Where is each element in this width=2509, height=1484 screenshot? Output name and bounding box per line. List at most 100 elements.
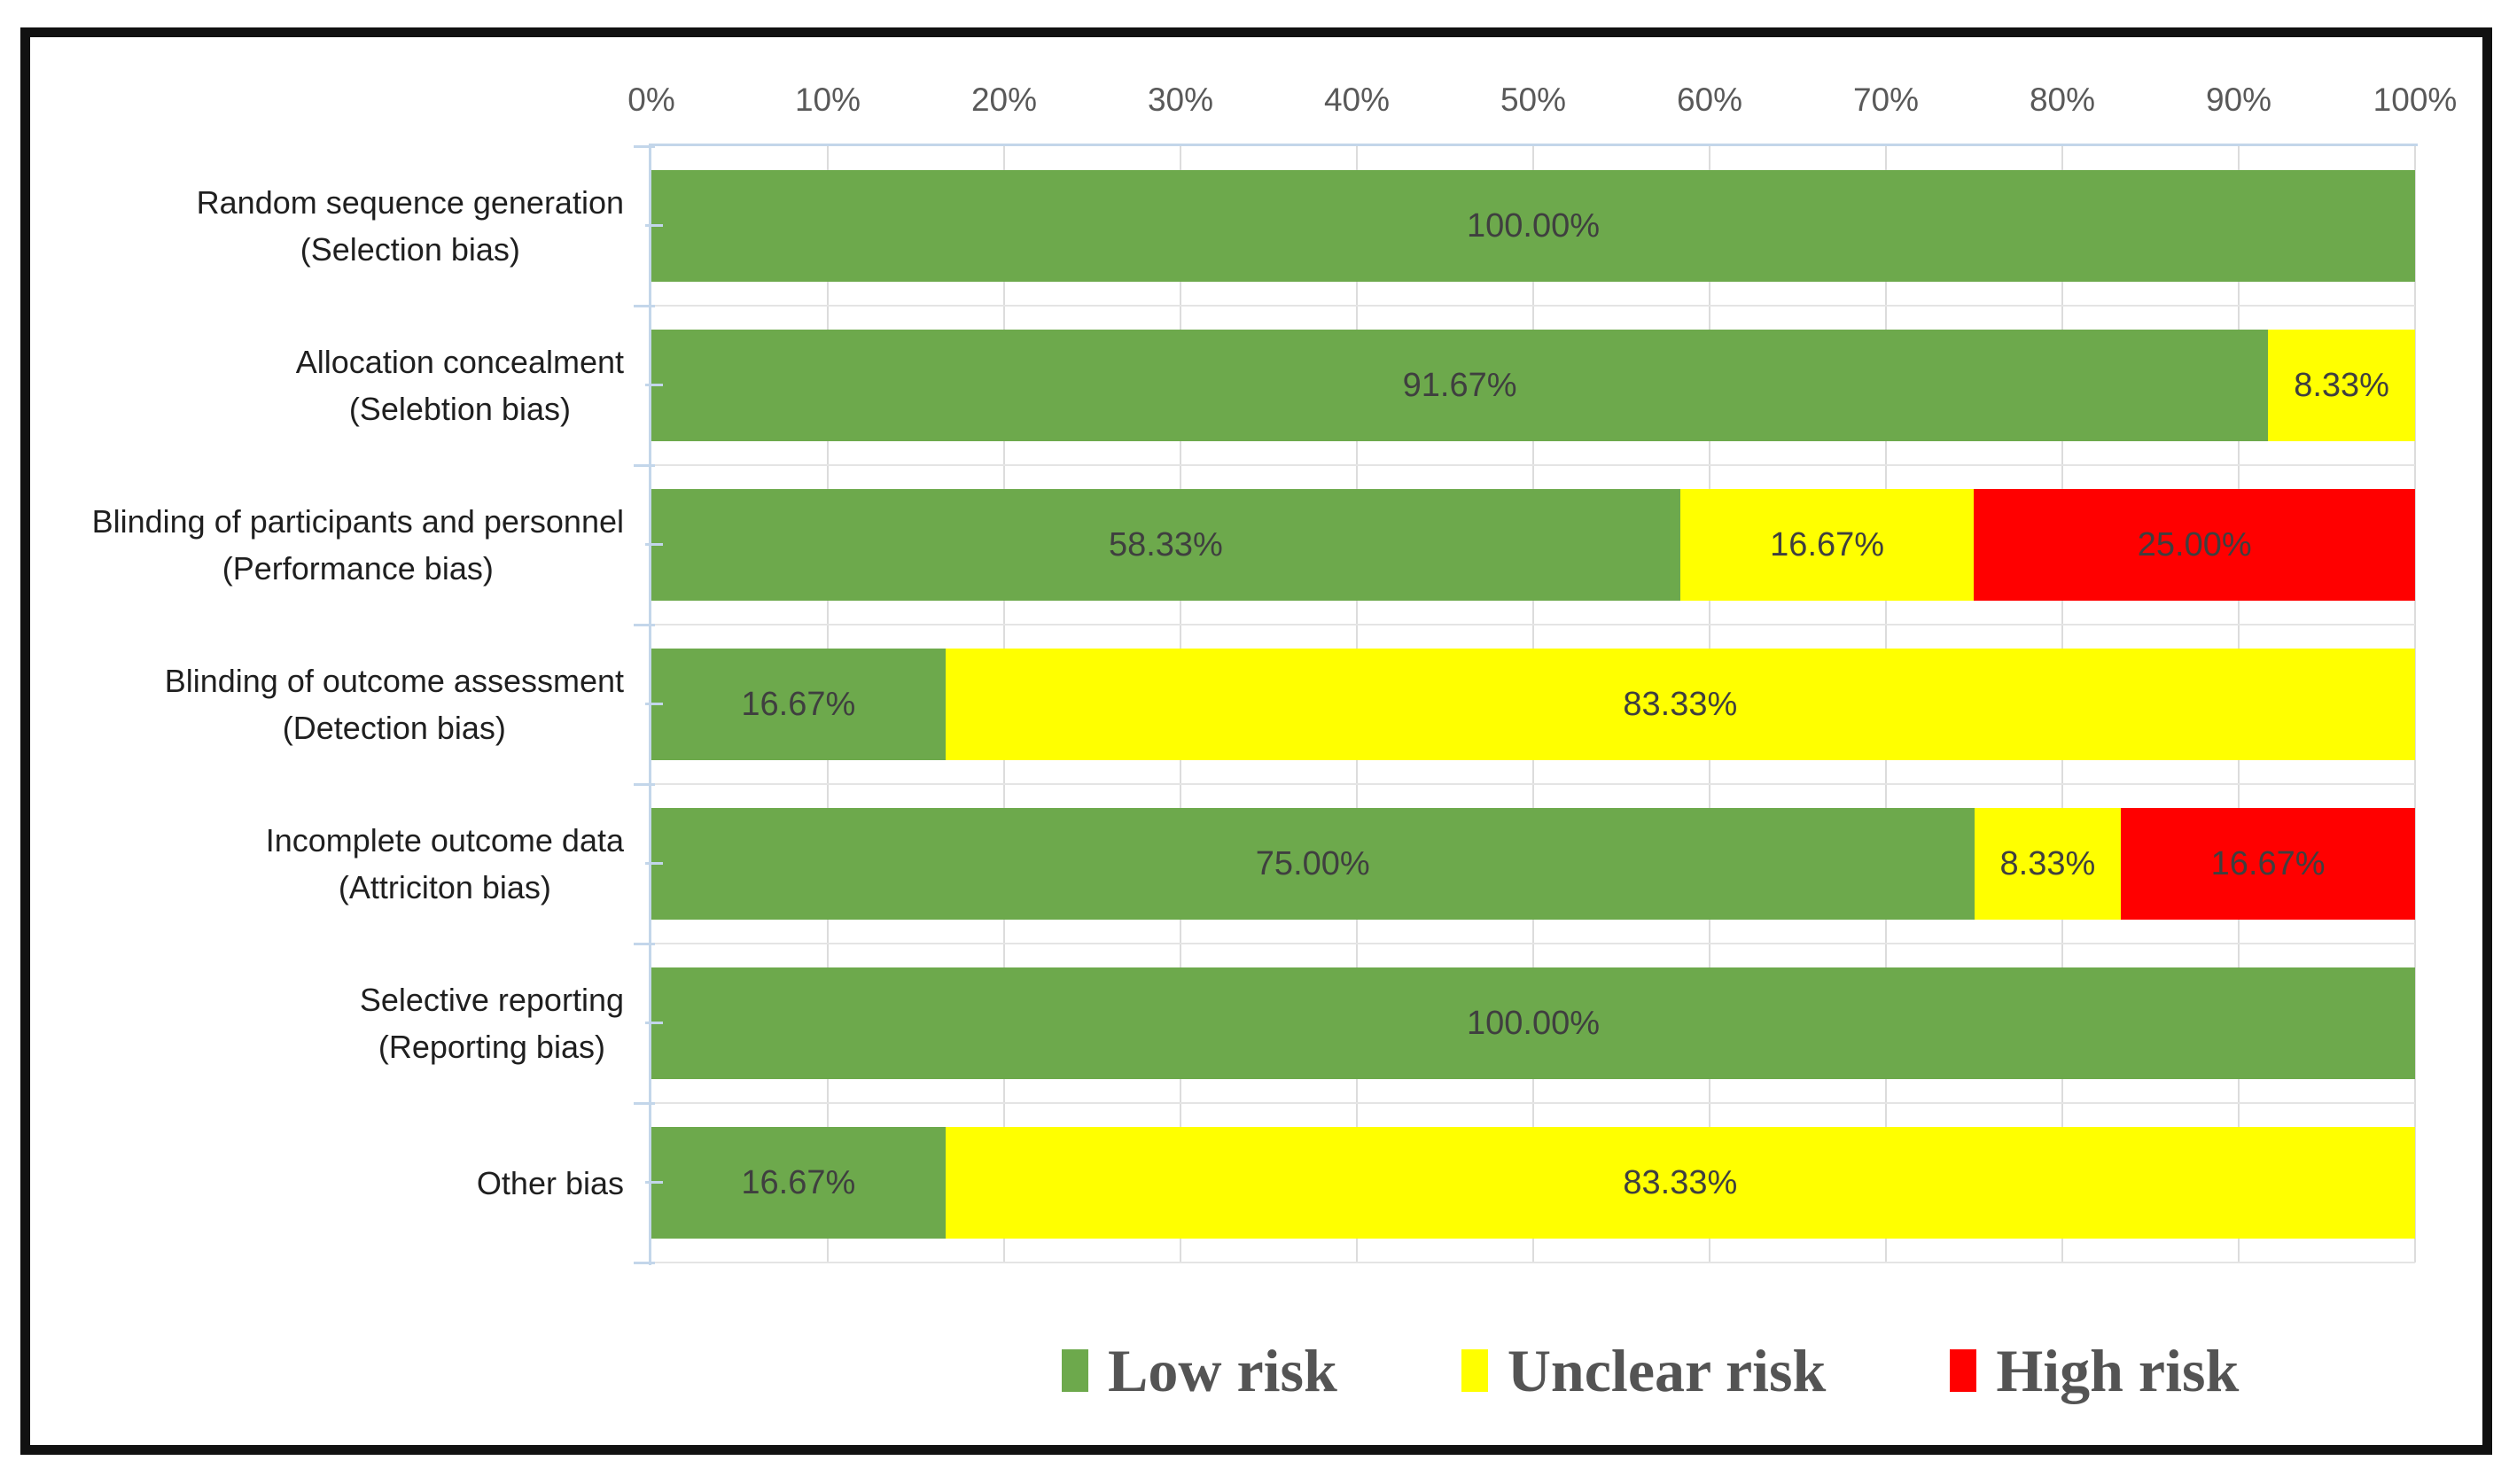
category-label-line: (Selection bias) bbox=[300, 231, 520, 268]
category-label-line: Blinding of participants and personnel bbox=[91, 503, 624, 540]
category-label-line: (Reporting bias) bbox=[378, 1029, 605, 1065]
data-label: 16.67% bbox=[1770, 525, 1885, 563]
y-axis-minor-tick bbox=[645, 862, 663, 865]
y-axis-tick bbox=[634, 783, 655, 786]
x-axis-tick-label: 70% bbox=[1852, 82, 1920, 118]
data-label: 91.67% bbox=[1402, 366, 1517, 404]
y-axis-tick bbox=[634, 1102, 655, 1105]
data-label: 100.00% bbox=[1466, 1004, 1600, 1042]
bar-segment-low-risk: 100.00% bbox=[651, 170, 2415, 282]
y-axis-minor-tick bbox=[645, 543, 663, 546]
category-label: Allocation concealment (Selebtion bias) bbox=[296, 306, 624, 465]
bar-row: 91.67% 8.33% bbox=[651, 330, 2415, 441]
data-label: 16.67% bbox=[2210, 844, 2326, 882]
x-axis-tick-label: 0% bbox=[627, 82, 675, 118]
category-label-line: (Attriciton bias) bbox=[338, 869, 551, 905]
legend-item-unclear-risk: Unclear risk bbox=[1461, 1336, 1827, 1406]
data-label: 83.33% bbox=[1623, 1163, 1738, 1201]
legend-swatch bbox=[1461, 1349, 1488, 1392]
bar-segment-high-risk: 16.67% bbox=[2121, 808, 2415, 920]
bar-segment-unclear-risk: 16.67% bbox=[1679, 489, 1975, 601]
row-gridline bbox=[651, 305, 2415, 307]
legend-label: High risk bbox=[1996, 1336, 2240, 1404]
legend-item-high-risk: High risk bbox=[1950, 1336, 2239, 1406]
row-gridline bbox=[651, 624, 2415, 625]
y-axis-tick bbox=[634, 464, 655, 467]
y-axis-minor-tick bbox=[645, 1022, 663, 1024]
row-gridline bbox=[651, 464, 2415, 466]
legend-swatch bbox=[1950, 1349, 1977, 1392]
bar-segment-unclear-risk: 8.33% bbox=[1974, 808, 2122, 920]
y-axis-tick bbox=[634, 1262, 655, 1264]
legend-label: Unclear risk bbox=[1507, 1336, 1827, 1404]
category-label-line: (Selebtion bias) bbox=[348, 391, 571, 427]
bar-row: 16.67% 83.33% bbox=[651, 649, 2415, 760]
y-axis-minor-tick bbox=[645, 224, 663, 227]
x-axis-tick-label: 10% bbox=[794, 82, 861, 118]
x-axis-tick-label: 40% bbox=[1323, 82, 1391, 118]
data-label: 8.33% bbox=[2294, 366, 2389, 404]
category-label-line: (Performance bias) bbox=[222, 550, 494, 587]
bar-segment-low-risk: 58.33% bbox=[651, 489, 1680, 601]
row-gridline bbox=[651, 783, 2415, 785]
y-axis-tick bbox=[634, 305, 655, 307]
legend-label: Low risk bbox=[1108, 1336, 1337, 1404]
bar-segment-low-risk: 91.67% bbox=[651, 330, 2269, 441]
data-label: 75.00% bbox=[1255, 844, 1370, 882]
category-label: Other bias bbox=[477, 1103, 624, 1263]
data-label: 8.33% bbox=[1999, 844, 2096, 882]
y-axis-minor-tick bbox=[645, 703, 663, 705]
bar-row: 75.00% 8.33% 16.67% bbox=[651, 808, 2415, 920]
bar-segment-unclear-risk: 8.33% bbox=[2268, 330, 2415, 441]
data-label: 83.33% bbox=[1623, 685, 1738, 723]
figure-frame: 0% 10% 20% 30% 40% 50% 60% 70% 80% 90% 100% Random … bbox=[20, 27, 2492, 1455]
bar-row: 58.33% 16.67% 25.00% bbox=[651, 489, 2415, 601]
data-label: 16.67% bbox=[741, 1163, 856, 1201]
data-label: 25.00% bbox=[2137, 525, 2252, 563]
bar-segment-high-risk: 25.00% bbox=[1974, 489, 2415, 601]
category-label-line: Random sequence generation bbox=[196, 184, 624, 221]
x-axis-tick-label: 50% bbox=[1500, 82, 1567, 118]
row-gridline bbox=[651, 1102, 2415, 1104]
category-label: Incomplete outcome data (Attriciton bias) bbox=[266, 784, 624, 944]
row-gridline bbox=[651, 943, 2415, 944]
legend-item-low-risk: Low risk bbox=[1062, 1336, 1337, 1406]
x-axis-tick-label: 80% bbox=[2029, 82, 2096, 118]
bar-row: 100.00% bbox=[651, 967, 2415, 1079]
bar-segment-unclear-risk: 83.33% bbox=[945, 649, 2415, 760]
data-label: 58.33% bbox=[1108, 525, 1223, 563]
category-label-line: Other bias bbox=[476, 1164, 624, 1201]
category-label-line: Allocation concealment bbox=[295, 344, 624, 380]
bar-segment-unclear-risk: 83.33% bbox=[945, 1127, 2415, 1239]
x-axis-tick-label: 100% bbox=[2373, 82, 2458, 118]
vertical-gridline bbox=[2414, 146, 2416, 1263]
legend: Low risk Unclear risk High risk bbox=[1062, 1313, 2239, 1428]
y-axis-tick bbox=[634, 624, 655, 626]
category-label-line: Selective reporting bbox=[359, 982, 624, 1018]
y-axis-tick bbox=[634, 145, 655, 148]
category-label: Selective reporting (Reporting bias) bbox=[360, 944, 624, 1103]
data-label: 100.00% bbox=[1466, 206, 1600, 245]
y-axis-minor-tick bbox=[645, 1181, 663, 1184]
category-label: Blinding of participants and personnel (P… bbox=[92, 465, 624, 625]
category-label-line: (Detection bias) bbox=[282, 710, 506, 746]
x-axis-line bbox=[649, 144, 2418, 146]
bar-segment-low-risk: 75.00% bbox=[651, 808, 1975, 920]
x-axis-tick-label: 20% bbox=[970, 82, 1038, 118]
y-axis-tick bbox=[634, 943, 655, 945]
x-axis-tick-label: 30% bbox=[1147, 82, 1214, 118]
x-axis-tick-label: 60% bbox=[1676, 82, 1743, 118]
category-label-line: Blinding of outcome assessment bbox=[164, 663, 624, 699]
bar-row: 100.00% bbox=[651, 170, 2415, 282]
risk-of-bias-chart: 0% 10% 20% 30% 40% 50% 60% 70% 80% 90% 100% Random … bbox=[30, 37, 2482, 1445]
legend-swatch bbox=[1062, 1349, 1088, 1392]
row-gridline bbox=[651, 1262, 2415, 1263]
bar-row: 16.67% 83.33% bbox=[651, 1127, 2415, 1239]
bar-segment-low-risk: 100.00% bbox=[651, 967, 2415, 1079]
category-label: Random sequence generation (Selection bia… bbox=[197, 146, 624, 306]
category-label-line: Incomplete outcome data bbox=[265, 822, 624, 859]
category-label: Blinding of outcome assessment (Detection… bbox=[165, 625, 624, 784]
data-label: 16.67% bbox=[741, 685, 856, 723]
bar-segment-low-risk: 16.67% bbox=[651, 1127, 946, 1239]
